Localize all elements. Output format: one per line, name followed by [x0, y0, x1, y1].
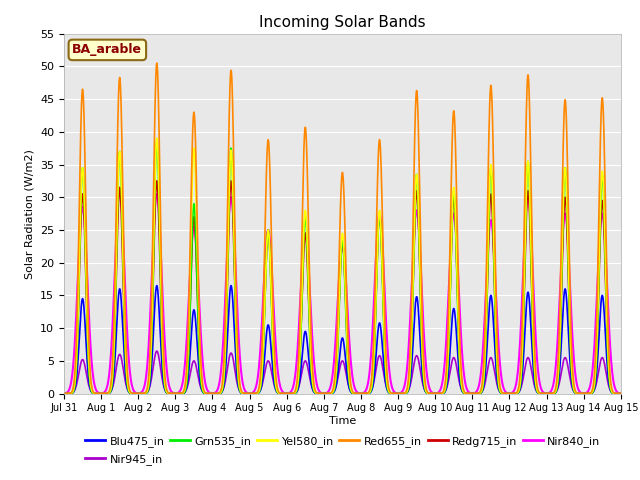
Y-axis label: Solar Radiation (W/m2): Solar Radiation (W/m2)	[24, 149, 35, 278]
Text: BA_arable: BA_arable	[72, 43, 142, 56]
Title: Incoming Solar Bands: Incoming Solar Bands	[259, 15, 426, 30]
Legend: Nir945_in: Nir945_in	[81, 449, 167, 469]
X-axis label: Time: Time	[329, 416, 356, 426]
